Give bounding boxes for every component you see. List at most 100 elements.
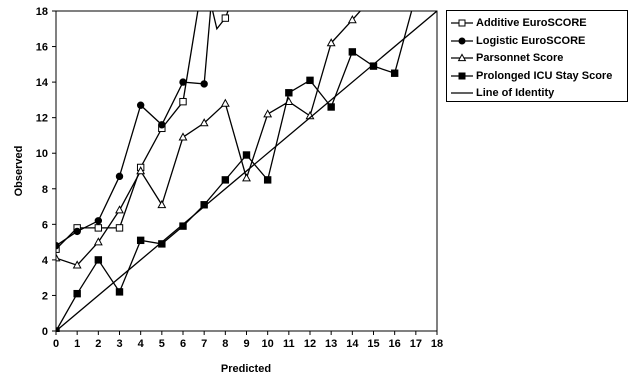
x-tick-label: 14 bbox=[346, 338, 359, 350]
data-point bbox=[158, 121, 166, 129]
data-point bbox=[158, 240, 166, 248]
legend-item-additive-euroscore: Additive EuroSCORE bbox=[451, 14, 587, 32]
data-point bbox=[179, 97, 187, 106]
x-tick-label: 8 bbox=[222, 338, 228, 350]
x-tick-label: 9 bbox=[243, 338, 249, 350]
data-point bbox=[220, 98, 230, 107]
y-axis-title: Observed bbox=[13, 146, 25, 197]
x-tick-label: 10 bbox=[262, 338, 274, 350]
data-point bbox=[93, 237, 103, 246]
legend-label: Additive EuroSCORE bbox=[476, 17, 587, 29]
legend-label: Prolonged ICU Stay Score bbox=[476, 69, 613, 82]
data-point bbox=[94, 224, 103, 232]
y-tick-label: 16 bbox=[36, 42, 48, 54]
y-tick-label: 12 bbox=[36, 113, 48, 125]
data-point bbox=[242, 173, 251, 182]
legend-swatch-marker bbox=[458, 19, 466, 27]
legend-swatch-marker bbox=[458, 37, 466, 44]
legend-swatch bbox=[451, 72, 473, 79]
data-point bbox=[136, 101, 145, 109]
data-point bbox=[179, 222, 187, 230]
y-tick-label: 18 bbox=[36, 6, 48, 18]
data-point bbox=[326, 38, 336, 47]
legend-swatch bbox=[451, 19, 473, 27]
data-point bbox=[157, 199, 167, 209]
data-point bbox=[94, 217, 103, 225]
data-point bbox=[369, 62, 378, 70]
data-point bbox=[178, 132, 188, 141]
data-point bbox=[306, 76, 314, 85]
data-point bbox=[242, 151, 251, 159]
data-point bbox=[179, 78, 187, 86]
series-additive-euroscore bbox=[56, 11, 230, 253]
legend-swatch-marker bbox=[458, 72, 466, 79]
data-point bbox=[56, 253, 61, 262]
series-line-of-identity bbox=[56, 11, 437, 332]
data-point bbox=[56, 241, 60, 250]
legend-item-logistic-euroscore: Logistic EuroSCORE bbox=[451, 32, 585, 50]
x-tick-label: 1 bbox=[74, 338, 80, 350]
y-tick-label: 0 bbox=[42, 326, 48, 338]
data-point bbox=[115, 224, 124, 232]
data-point bbox=[390, 69, 399, 77]
legend-label: Parsonnet Score bbox=[476, 52, 564, 64]
series-line bbox=[56, 11, 212, 247]
data-point bbox=[221, 14, 230, 22]
x-tick-label: 17 bbox=[410, 338, 422, 350]
data-point bbox=[221, 176, 230, 184]
x-tick-label: 12 bbox=[304, 338, 316, 350]
legend-item-line-of-identity: Line of Identity bbox=[451, 84, 554, 102]
data-point bbox=[285, 89, 293, 97]
y-tick-label: 8 bbox=[42, 184, 48, 196]
series-line bbox=[56, 11, 413, 332]
x-tick-label: 11 bbox=[283, 338, 295, 350]
legend-label: Logistic EuroSCORE bbox=[476, 34, 586, 47]
legend-item-parsonnet-score: Parsonnet Score bbox=[451, 49, 563, 67]
x-tick-label: 18 bbox=[431, 338, 443, 350]
legend-swatch bbox=[451, 53, 473, 62]
data-point bbox=[56, 245, 60, 253]
legend-swatch-marker bbox=[457, 53, 467, 62]
data-point bbox=[263, 109, 273, 118]
data-point bbox=[136, 166, 146, 175]
x-tick-label: 6 bbox=[180, 338, 186, 350]
series-prolonged-icu-stay-score bbox=[56, 11, 413, 332]
data-point bbox=[72, 260, 82, 269]
y-tick-label: 10 bbox=[36, 148, 48, 160]
x-tick-label: 2 bbox=[95, 338, 101, 350]
data-point bbox=[94, 256, 103, 264]
y-tick-label: 4 bbox=[42, 255, 49, 267]
x-tick-label: 4 bbox=[138, 338, 145, 350]
data-point bbox=[199, 118, 209, 127]
data-point bbox=[347, 15, 357, 24]
x-tick-label: 13 bbox=[325, 338, 337, 350]
x-tick-label: 15 bbox=[367, 338, 379, 350]
data-point bbox=[115, 205, 124, 214]
data-point bbox=[200, 201, 208, 209]
data-point bbox=[73, 227, 81, 236]
series-line bbox=[56, 11, 437, 332]
legend: Additive EuroSCORE Logistic EuroSCORE Pars… bbox=[446, 10, 628, 102]
legend-swatch bbox=[451, 37, 473, 44]
data-point bbox=[200, 80, 208, 88]
data-point bbox=[327, 103, 335, 111]
series-layer bbox=[56, 11, 437, 332]
data-point bbox=[73, 289, 81, 298]
x-tick-label: 3 bbox=[116, 338, 122, 350]
x-tick-label: 5 bbox=[159, 338, 165, 350]
axis-layer: 0 1 2 3 4 5 6 7 8 9 10 11 12 13 14 15 16 17 18024681012141… bbox=[36, 6, 443, 350]
y-tick-label: 14 bbox=[36, 77, 49, 89]
series-line bbox=[56, 11, 229, 250]
x-tick-label: 7 bbox=[201, 338, 207, 350]
x-tick-label: 0 bbox=[53, 338, 59, 350]
y-tick-label: 2 bbox=[42, 290, 48, 302]
legend-item-prolonged-icu-stay-score: Prolonged ICU Stay Score bbox=[451, 67, 612, 85]
data-point bbox=[348, 48, 357, 56]
data-point bbox=[136, 236, 145, 245]
legend-swatch bbox=[451, 92, 473, 94]
series-line bbox=[56, 11, 362, 266]
series-logistic-euroscore bbox=[56, 11, 212, 250]
x-axis-title: Predicted bbox=[221, 363, 271, 375]
x-tick-label: 16 bbox=[389, 338, 401, 350]
